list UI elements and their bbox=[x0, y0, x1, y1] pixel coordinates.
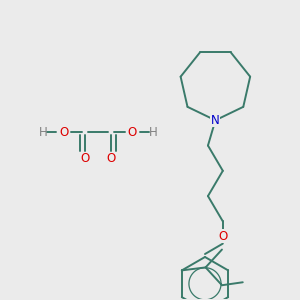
Text: H: H bbox=[148, 126, 157, 139]
Text: N: N bbox=[211, 114, 220, 127]
Text: O: O bbox=[59, 126, 68, 139]
Text: O: O bbox=[218, 230, 227, 243]
Text: H: H bbox=[39, 126, 47, 139]
Text: O: O bbox=[80, 152, 89, 165]
Text: O: O bbox=[107, 152, 116, 165]
Text: O: O bbox=[128, 126, 137, 139]
